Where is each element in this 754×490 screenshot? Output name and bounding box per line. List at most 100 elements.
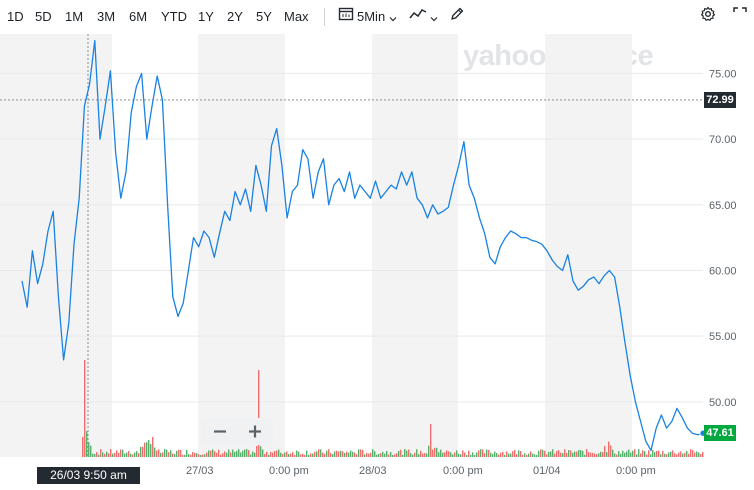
range-1d-button[interactable]: 1D	[7, 9, 24, 24]
settings-gear-icon[interactable]	[700, 6, 716, 27]
volume-bar	[276, 450, 278, 457]
volume-bar	[200, 454, 202, 457]
volume-bar	[368, 453, 370, 457]
volume-bar	[448, 451, 450, 457]
volume-bar	[514, 449, 516, 457]
range-1m-button[interactable]: 1M	[65, 9, 84, 24]
volume-bar	[420, 450, 422, 457]
volume-bar	[698, 452, 700, 457]
volume-bar	[438, 452, 440, 457]
interval-selector[interactable]: 5Min	[357, 9, 386, 24]
volume-bar	[458, 453, 460, 457]
volume-bar	[122, 449, 124, 457]
chart-type-line-icon[interactable]	[409, 6, 427, 27]
volume-bar	[618, 451, 620, 457]
fullscreen-expand-icon[interactable]	[733, 6, 747, 27]
volume-bar	[536, 454, 538, 457]
range-5d-button[interactable]: 5D	[35, 9, 52, 24]
volume-bar	[318, 449, 320, 457]
chart-toolbar: 1D 5D 1M 3M 6M YTD 1Y 2Y 5Y Max 5Min	[0, 0, 754, 34]
volume-bar	[454, 452, 456, 457]
volume-bar	[142, 446, 144, 457]
volume-bar	[558, 450, 560, 457]
volume-bar	[256, 445, 258, 457]
y-tick-label: 70.00	[709, 134, 737, 146]
volume-bar	[324, 453, 326, 457]
volume-bar	[306, 450, 308, 457]
y-tick-label: 75.00	[709, 68, 737, 80]
range-3m-button[interactable]: 3M	[97, 9, 116, 24]
volume-bar	[314, 452, 316, 457]
volume-bar	[466, 454, 468, 457]
volume-bar	[106, 451, 108, 457]
volume-bar	[166, 449, 168, 457]
volume-bar	[566, 453, 568, 457]
volume-bar	[358, 449, 360, 457]
volume-bar	[178, 449, 180, 457]
volume-bar	[476, 452, 478, 457]
volume-bar	[570, 450, 572, 457]
volume-bar	[402, 454, 404, 457]
range-1y-button[interactable]: 1Y	[198, 9, 214, 24]
volume-bar	[126, 452, 128, 457]
x-tick-label: 28/03	[359, 465, 387, 477]
volume-bar	[444, 452, 446, 457]
volume-bar	[132, 454, 134, 457]
volume-bar	[320, 449, 322, 457]
volume-bar	[338, 451, 340, 457]
volume-bar	[506, 451, 508, 457]
volume-bar	[572, 452, 574, 457]
volume-bar	[440, 449, 442, 457]
volume-bar	[82, 436, 84, 457]
volume-bar	[588, 452, 590, 457]
volume-bar	[498, 454, 500, 457]
volume-bar	[574, 451, 576, 457]
volume-bar	[356, 454, 358, 457]
volume-bar	[436, 447, 438, 457]
range-2y-button[interactable]: 2Y	[227, 9, 243, 24]
volume-bar	[300, 454, 302, 457]
chart-type-chevron-down-icon[interactable]	[430, 10, 438, 28]
range-5y-button[interactable]: 5Y	[256, 9, 272, 24]
volume-bar	[254, 452, 256, 457]
volume-bar	[462, 450, 464, 457]
volume-bar	[114, 453, 116, 457]
volume-bar	[286, 451, 288, 457]
volume-bar	[560, 452, 562, 457]
volume-bar	[334, 451, 336, 457]
volume-bar	[92, 453, 94, 457]
volume-bar	[638, 449, 640, 457]
interval-chevron-down-icon[interactable]	[389, 10, 397, 28]
draw-pencil-icon[interactable]	[449, 6, 465, 27]
volume-bar	[594, 453, 596, 457]
volume-bar	[186, 450, 188, 457]
volume-bar	[472, 452, 474, 457]
volume-bar	[392, 454, 394, 457]
volume-bar	[644, 451, 646, 457]
range-max-button[interactable]: Max	[284, 9, 309, 24]
volume-bar	[138, 453, 140, 457]
volume-bar	[396, 453, 398, 457]
volume-bar	[616, 454, 618, 457]
range-ytd-button[interactable]: YTD	[161, 9, 187, 24]
volume-bar	[282, 453, 284, 457]
volume-bar	[94, 454, 96, 457]
volume-bar	[98, 454, 100, 457]
volume-bar	[398, 450, 400, 457]
price-chart[interactable]: 75.00 70.00 65.00 60.00 55.00 50.00	[0, 34, 754, 457]
volume-bar	[182, 454, 184, 457]
volume-bar	[102, 452, 104, 457]
volume-bar	[650, 454, 652, 457]
volume-bar	[658, 450, 660, 457]
volume-bar	[184, 454, 186, 457]
volume-bar	[134, 452, 136, 457]
volume-bar	[194, 452, 196, 457]
volume-bar	[696, 451, 698, 457]
range-6m-button[interactable]: 6M	[129, 9, 148, 24]
zoom-out-button[interactable]	[203, 418, 237, 445]
volume-bar	[702, 451, 704, 457]
volume-bar	[568, 450, 570, 457]
volume-bar	[136, 451, 138, 457]
candle-interval-icon[interactable]	[338, 6, 354, 27]
zoom-in-button[interactable]	[238, 418, 272, 445]
